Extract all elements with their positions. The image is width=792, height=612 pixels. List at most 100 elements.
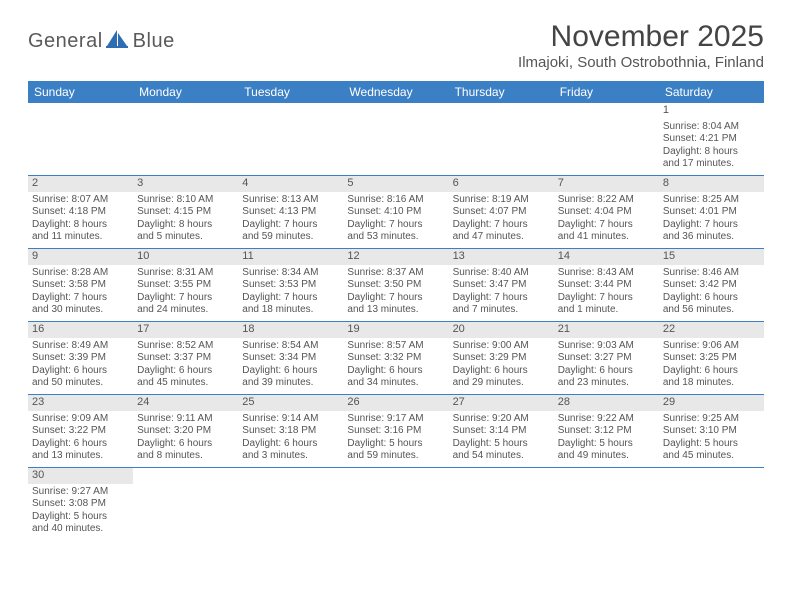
day-cell: 14Sunrise: 8:43 AMSunset: 3:44 PMDayligh… [554,249,659,321]
day-cell: 5Sunrise: 8:16 AMSunset: 4:10 PMDaylight… [343,176,448,248]
day-line: Sunset: 3:47 PM [453,279,550,292]
day-line: Sunset: 4:04 PM [558,206,655,219]
logo-text-blue: Blue [133,30,175,53]
day-line: Sunset: 3:58 PM [32,279,129,292]
day-line: Sunrise: 8:25 AM [663,194,760,207]
day-line: and 11 minutes. [32,231,129,244]
day-line: and 39 minutes. [242,377,339,390]
day-line: Sunset: 3:20 PM [137,425,234,438]
day-line: Sunset: 4:10 PM [347,206,444,219]
day-cell: 23Sunrise: 9:09 AMSunset: 3:22 PMDayligh… [28,395,133,467]
day-cell: 2Sunrise: 8:07 AMSunset: 4:18 PMDaylight… [28,176,133,248]
day-header: Wednesday [343,81,448,103]
day-cell: 21Sunrise: 9:03 AMSunset: 3:27 PMDayligh… [554,322,659,394]
day-body: Sunrise: 9:00 AMSunset: 3:29 PMDaylight:… [449,338,554,394]
day-line: Sunrise: 8:10 AM [137,194,234,207]
day-body: Sunrise: 9:20 AMSunset: 3:14 PMDaylight:… [449,411,554,467]
day-body: Sunrise: 9:22 AMSunset: 3:12 PMDaylight:… [554,411,659,467]
day-body [659,484,764,490]
day-number: 22 [659,322,764,338]
day-line: Sunset: 4:18 PM [32,206,129,219]
day-line: and 53 minutes. [347,231,444,244]
day-number [659,468,764,484]
day-line: Sunrise: 8:28 AM [32,267,129,280]
day-number: 9 [28,249,133,265]
day-body: Sunrise: 8:49 AMSunset: 3:39 PMDaylight:… [28,338,133,394]
day-body: Sunrise: 8:54 AMSunset: 3:34 PMDaylight:… [238,338,343,394]
day-number: 4 [238,176,343,192]
day-line: Sunrise: 9:00 AM [453,340,550,353]
day-cell [28,103,133,175]
day-body: Sunrise: 9:25 AMSunset: 3:10 PMDaylight:… [659,411,764,467]
day-body: Sunrise: 8:19 AMSunset: 4:07 PMDaylight:… [449,192,554,248]
day-line: Sunset: 3:29 PM [453,352,550,365]
day-line: and 36 minutes. [663,231,760,244]
day-line: Sunset: 3:53 PM [242,279,339,292]
day-line: Sunrise: 8:34 AM [242,267,339,280]
day-header-row: SundayMondayTuesdayWednesdayThursdayFrid… [28,81,764,103]
day-number: 7 [554,176,659,192]
day-cell: 12Sunrise: 8:37 AMSunset: 3:50 PMDayligh… [343,249,448,321]
day-cell: 10Sunrise: 8:31 AMSunset: 3:55 PMDayligh… [133,249,238,321]
day-body [343,484,448,490]
day-line: Daylight: 7 hours [242,292,339,305]
day-number: 14 [554,249,659,265]
day-body: Sunrise: 9:17 AMSunset: 3:16 PMDaylight:… [343,411,448,467]
day-line: and 18 minutes. [242,304,339,317]
title-block: November 2025 Ilmajoki, South Ostrobothn… [518,20,764,71]
day-line: and 45 minutes. [663,450,760,463]
day-cell [133,468,238,540]
day-cell: 25Sunrise: 9:14 AMSunset: 3:18 PMDayligh… [238,395,343,467]
week-row: 30Sunrise: 9:27 AMSunset: 3:08 PMDayligh… [28,468,764,540]
day-line: Sunset: 4:21 PM [663,133,760,146]
day-cell: 8Sunrise: 8:25 AMSunset: 4:01 PMDaylight… [659,176,764,248]
day-line: Sunrise: 8:54 AM [242,340,339,353]
day-body: Sunrise: 8:10 AMSunset: 4:15 PMDaylight:… [133,192,238,248]
day-cell: 19Sunrise: 8:57 AMSunset: 3:32 PMDayligh… [343,322,448,394]
day-body: Sunrise: 8:04 AMSunset: 4:21 PMDaylight:… [659,119,764,175]
day-number: 25 [238,395,343,411]
day-line: and 54 minutes. [453,450,550,463]
day-number: 15 [659,249,764,265]
day-line: Daylight: 6 hours [137,365,234,378]
day-line: Daylight: 7 hours [663,219,760,232]
day-line: Sunset: 3:42 PM [663,279,760,292]
day-header: Sunday [28,81,133,103]
day-body: Sunrise: 9:11 AMSunset: 3:20 PMDaylight:… [133,411,238,467]
day-cell: 1Sunrise: 8:04 AMSunset: 4:21 PMDaylight… [659,103,764,175]
day-line: and 23 minutes. [558,377,655,390]
day-line: and 34 minutes. [347,377,444,390]
day-line: Daylight: 5 hours [558,438,655,451]
day-body: Sunrise: 8:46 AMSunset: 3:42 PMDaylight:… [659,265,764,321]
day-line: Sunrise: 8:46 AM [663,267,760,280]
day-line: and 7 minutes. [453,304,550,317]
day-line: Sunrise: 8:07 AM [32,194,129,207]
day-line: Daylight: 7 hours [453,219,550,232]
day-cell [659,468,764,540]
day-cell [449,103,554,175]
day-line: Sunrise: 8:16 AM [347,194,444,207]
day-cell [133,103,238,175]
day-line: Daylight: 5 hours [32,511,129,524]
day-number: 3 [133,176,238,192]
day-line: Daylight: 6 hours [137,438,234,451]
day-number [343,468,448,484]
day-body: Sunrise: 8:31 AMSunset: 3:55 PMDaylight:… [133,265,238,321]
day-cell: 20Sunrise: 9:00 AMSunset: 3:29 PMDayligh… [449,322,554,394]
day-cell [449,468,554,540]
day-line: Sunset: 3:08 PM [32,498,129,511]
day-line: and 17 minutes. [663,158,760,171]
day-header: Friday [554,81,659,103]
day-line: Sunset: 3:44 PM [558,279,655,292]
day-number: 17 [133,322,238,338]
day-number: 23 [28,395,133,411]
day-line: Daylight: 6 hours [558,365,655,378]
week-row: 16Sunrise: 8:49 AMSunset: 3:39 PMDayligh… [28,322,764,395]
day-body [238,484,343,490]
day-line: Sunrise: 9:20 AM [453,413,550,426]
day-line: and 41 minutes. [558,231,655,244]
day-body [449,484,554,490]
day-cell [554,103,659,175]
day-line: Sunset: 3:16 PM [347,425,444,438]
day-number [238,468,343,484]
